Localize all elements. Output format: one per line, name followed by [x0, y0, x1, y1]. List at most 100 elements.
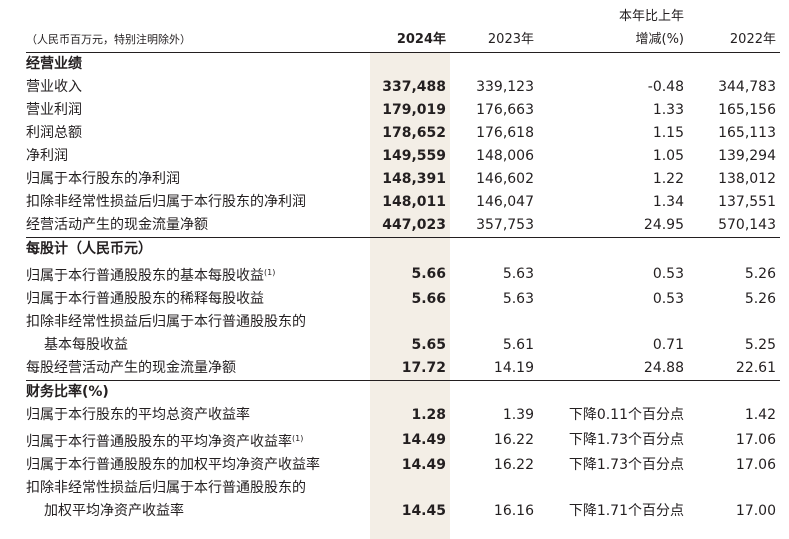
- value-change: 0.53: [652, 291, 684, 307]
- value-change: 下降0.11个百分点: [568, 407, 684, 423]
- table-row: 归属于本行普通股股东的稀释每股收益 5.66 5.63 0.53 5.26: [26, 288, 780, 311]
- value-change: 下降1.71个百分点: [568, 503, 684, 519]
- row-label-text: 归属于本行普通股股东的加权平均净资产收益率: [26, 457, 320, 473]
- value-2024: 14.49: [401, 432, 446, 448]
- value-2024: 17.72: [370, 357, 450, 381]
- empty-cell: [538, 311, 688, 334]
- value-2023: 339,123: [476, 79, 534, 95]
- section-title: 经营业绩: [26, 56, 82, 72]
- row-label-continued: 加权平均净资产收益率: [44, 503, 184, 519]
- row-label: 归属于本行普通股股东的基本每股收益(1): [26, 261, 370, 288]
- value-change: 1.33: [652, 102, 684, 118]
- table-row: 加权平均净资产收益率 14.45 16.16 下降1.71个百分点 17.00: [26, 500, 780, 523]
- header-2022: 2022年: [688, 28, 780, 53]
- header-change-line2: 增减(%): [538, 28, 688, 53]
- value-2024: 447,023: [370, 214, 450, 238]
- row-label: 净利润: [26, 145, 370, 168]
- row-label-text: 每股经营活动产生的现金流量净额: [26, 360, 236, 376]
- value-2023: 176,663: [476, 102, 534, 118]
- value-2023: 357,753: [450, 214, 538, 238]
- row-label: 归属于本行普通股股东的加权平均净资产收益率: [26, 454, 370, 477]
- value-2022: 139,294: [718, 148, 776, 164]
- value-2023: 16.22: [493, 457, 534, 473]
- value-2023: 148,006: [476, 148, 534, 164]
- table-row: 经营活动产生的现金流量净额 447,023 357,753 24.95 570,143: [26, 214, 780, 238]
- value-2022: 137,551: [718, 194, 776, 210]
- row-label: 扣除非经常性损益后归属于本行股东的净利润: [26, 191, 370, 214]
- empty-cell: [370, 311, 450, 334]
- row-label: 营业利润: [26, 99, 370, 122]
- table-row: 每股经营活动产生的现金流量净额 17.72 14.19 24.88 22.61: [26, 357, 780, 381]
- value-2022: 138,012: [718, 171, 776, 187]
- value-2024: 5.66: [411, 266, 446, 282]
- footnote-marker: (1): [264, 268, 276, 277]
- value-2022: 165,156: [718, 102, 776, 118]
- value-change: 1.05: [652, 148, 684, 164]
- value-change: 1.22: [652, 171, 684, 187]
- table-row: 营业收入 337,488 339,123 -0.48 344,783: [26, 76, 780, 99]
- row-label-text: 利润总额: [26, 125, 82, 141]
- value-2023: 5.63: [502, 266, 534, 282]
- value-2022: 5.25: [744, 337, 776, 353]
- value-2024: 148,011: [382, 194, 446, 210]
- value-2024: 14.45: [401, 503, 446, 519]
- empty-cell: [538, 477, 688, 500]
- value-2022: 1.42: [744, 407, 776, 423]
- value-2022: 17.00: [735, 503, 776, 519]
- table-row-label-line: 扣除非经常性损益后归属于本行普通股股东的: [26, 477, 780, 500]
- value-2023: 14.19: [450, 357, 538, 381]
- header-row-2: （人民币百万元，特别注明除外） 2024年 2023年 增减(%) 2022年: [26, 28, 780, 53]
- row-label: 利润总额: [26, 122, 370, 145]
- header-row-1: 本年比上年: [26, 0, 780, 28]
- value-change: 24.88: [538, 357, 688, 381]
- value-2023: 176,618: [476, 125, 534, 141]
- value-2022: 570,143: [688, 214, 780, 238]
- financial-summary-table: 本年比上年 （人民币百万元，特别注明除外） 2024年 2023年 增减(%) …: [26, 0, 780, 523]
- table-row-label-line: 扣除非经常性损益后归属于本行普通股股东的: [26, 311, 780, 334]
- value-change: -0.48: [647, 79, 684, 95]
- row-label-continued: 基本每股收益: [44, 337, 128, 353]
- row-label: 每股经营活动产生的现金流量净额: [26, 357, 370, 381]
- value-2022: 5.26: [744, 291, 776, 307]
- row-label-text: 归属于本行股东的平均总资产收益率: [26, 407, 250, 423]
- value-change: 24.95: [538, 214, 688, 238]
- value-2022: 22.61: [688, 357, 780, 381]
- row-label-text: 营业利润: [26, 102, 82, 118]
- value-2022: 165,113: [718, 125, 776, 141]
- value-change: 下降1.73个百分点: [568, 457, 684, 473]
- value-change: 0.71: [652, 337, 684, 353]
- value-change: 1.34: [652, 194, 684, 210]
- table-row: 利润总额 178,652 176,618 1.15 165,113: [26, 122, 780, 145]
- table-row: 归属于本行股东的平均总资产收益率 1.28 1.39 下降0.11个百分点 1.42: [26, 404, 780, 427]
- row-label: 归属于本行普通股股东的平均净资产收益率(1): [26, 427, 370, 454]
- value-2024: 5.66: [411, 291, 446, 307]
- row-label: 经营活动产生的现金流量净额: [26, 214, 370, 238]
- row-label-text: 归属于本行普通股股东的平均净资产收益率: [26, 434, 292, 450]
- row-label-text: 扣除非经常性损益后归属于本行股东的净利润: [26, 194, 306, 210]
- value-2023: 146,047: [476, 194, 534, 210]
- value-2022: 5.26: [744, 266, 776, 282]
- section-header: 经营业绩: [26, 53, 780, 77]
- value-2024: 149,559: [382, 148, 446, 164]
- value-2023: 16.16: [493, 503, 534, 519]
- header-2023: 2023年: [450, 28, 538, 53]
- value-2023: 146,602: [476, 171, 534, 187]
- value-2024: 337,488: [382, 79, 446, 95]
- table-row: 扣除非经常性损益后归属于本行股东的净利润 148,011 146,047 1.34 13…: [26, 191, 780, 214]
- row-label-text: 归属于本行普通股股东的稀释每股收益: [26, 291, 264, 307]
- section-title: 财务比率(%): [26, 384, 109, 400]
- value-2023: 1.39: [502, 407, 534, 423]
- table-row: 归属于本行普通股股东的平均净资产收益率(1) 14.49 16.22 下降1.73个百…: [26, 427, 780, 454]
- row-label: 营业收入: [26, 76, 370, 99]
- row-label: 归属于本行股东的平均总资产收益率: [26, 404, 370, 427]
- row-label-text: 归属于本行股东的净利润: [26, 171, 180, 187]
- header-2024: 2024年: [370, 28, 450, 53]
- value-2024: 148,391: [382, 171, 446, 187]
- table-row: 营业利润 179,019 176,663 1.33 165,156: [26, 99, 780, 122]
- empty-cell: [688, 311, 780, 334]
- row-label: 扣除非经常性损益后归属于本行普通股股东的: [26, 314, 306, 330]
- value-2022: 344,783: [718, 79, 776, 95]
- unit-note: （人民币百万元，特别注明除外）: [26, 28, 370, 53]
- value-2023: 16.22: [493, 432, 534, 448]
- row-label: 归属于本行股东的净利润: [26, 168, 370, 191]
